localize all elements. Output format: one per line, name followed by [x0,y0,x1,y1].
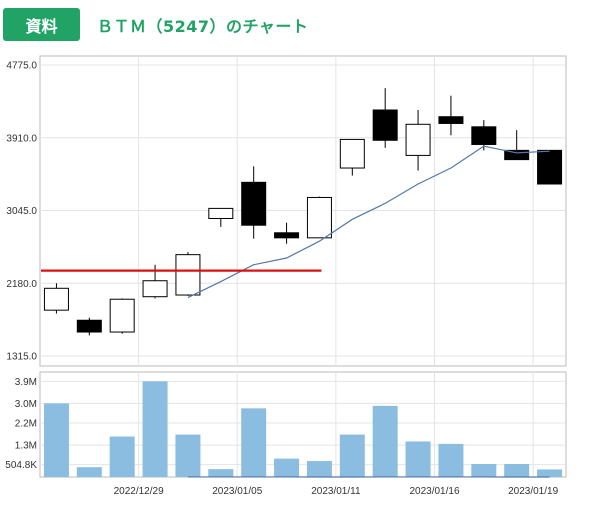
date-tick-label: 2023/01/05 [212,486,262,497]
price-tick-label: 1315.0 [6,352,37,363]
volume-tick-label: 2.2M [15,419,37,430]
price-tick-label: 3045.0 [6,206,37,217]
document-badge[interactable]: 資料 [3,8,80,41]
candle-body [109,298,135,333]
candle-body [274,232,300,239]
volume-bar [537,469,563,477]
candle-body [405,123,431,156]
candle-body [175,254,201,296]
price-tick-label: 4775.0 [6,61,37,72]
candle-body [208,207,234,219]
price-panel: 4775.0 3910.0 3045.0 2180.0 1315.0 [6,55,567,367]
volume-bar [142,381,168,477]
volume-bar [339,434,365,477]
volume-bar [43,403,69,477]
volume-bar [76,467,102,477]
date-tick-label: 2023/01/11 [311,486,361,497]
candle-body [241,181,267,226]
date-tick-label: 2023/01/19 [508,486,558,497]
volume-bar [372,405,398,477]
volume-bar [438,443,464,477]
volume-bar [471,464,497,477]
date-axis: 2022/12/29 2023/01/05 2023/01/11 2023/01/16… [114,486,559,497]
candle-body [471,126,497,145]
candle-body [438,116,464,124]
candle-body [142,280,168,298]
price-moving-average-line [187,145,550,299]
date-tick-label: 2023/01/16 [409,486,459,497]
chart-header: 資料 ＢＴＭ（5247）のチャート [0,0,596,48]
candle-body [306,196,332,239]
volume-bar [175,434,201,477]
volume-tick-label: 3.9M [15,377,37,388]
volume-bar [274,458,300,477]
candle-body [504,149,530,161]
date-tick-label: 2022/12/29 [114,486,164,497]
candle-body [339,138,365,169]
volume-tick-label: 504.8K [5,460,37,471]
volume-panel: 3.9M 3.0M 2.2M 1.3M 504.8K [5,371,567,478]
candle-body [537,149,563,185]
price-tick-label: 2180.0 [6,279,37,290]
volume-bar [306,461,332,477]
candle-body [43,287,69,311]
volume-bar [241,408,267,477]
volume-bar [504,464,530,477]
volume-bar [109,436,135,477]
candle-body [76,319,102,333]
volume-tick-label: 3.0M [15,399,37,410]
volume-tick-label: 1.3M [15,441,37,452]
candle-body [372,109,398,141]
volume-bar [208,469,234,477]
volume-bar [405,441,431,477]
page-title: ＢＴＭ（5247）のチャート [97,17,309,36]
price-tick-label: 3910.0 [6,133,37,144]
